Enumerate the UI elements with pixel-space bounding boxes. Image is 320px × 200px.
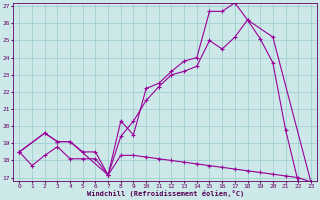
X-axis label: Windchill (Refroidissement éolien,°C): Windchill (Refroidissement éolien,°C) bbox=[86, 190, 244, 197]
